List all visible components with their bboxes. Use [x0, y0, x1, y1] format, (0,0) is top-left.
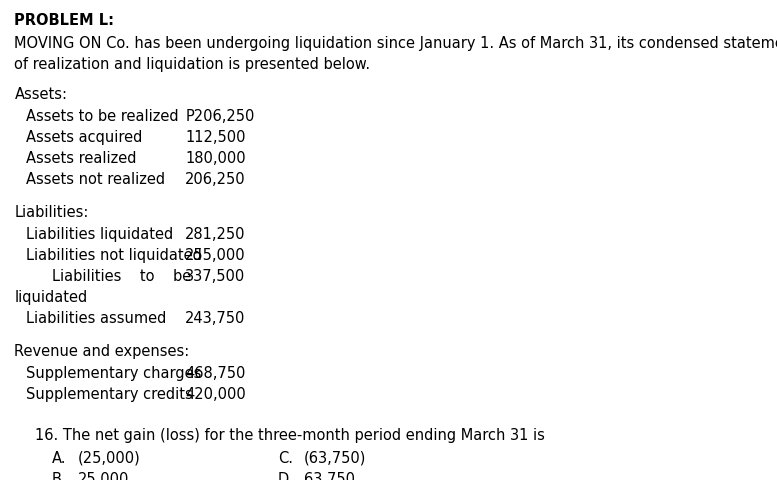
Text: 112,500: 112,500: [186, 130, 246, 144]
Text: Assets not realized: Assets not realized: [26, 172, 166, 187]
Text: (63,750): (63,750): [304, 450, 367, 465]
Text: 16. The net gain (loss) for the three-month period ending March 31 is: 16. The net gain (loss) for the three-mo…: [35, 427, 545, 442]
Text: Liabilities not liquidated: Liabilities not liquidated: [26, 247, 202, 263]
Text: 243,750: 243,750: [186, 311, 246, 326]
Text: 206,250: 206,250: [186, 172, 246, 187]
Text: PROBLEM L:: PROBLEM L:: [15, 12, 114, 27]
Text: 281,250: 281,250: [186, 226, 246, 241]
Text: (25,000): (25,000): [78, 450, 141, 465]
Text: liquidated: liquidated: [15, 289, 88, 305]
Text: 468,750: 468,750: [186, 365, 246, 380]
Text: Supplementary charges: Supplementary charges: [26, 365, 201, 380]
Text: 25,000: 25,000: [78, 471, 130, 480]
Text: Assets acquired: Assets acquired: [26, 130, 142, 144]
Text: 255,000: 255,000: [186, 247, 246, 263]
Text: Revenue and expenses:: Revenue and expenses:: [15, 343, 190, 359]
Text: MOVING ON Co. has been undergoing liquidation since January 1. As of March 31, i: MOVING ON Co. has been undergoing liquid…: [15, 36, 777, 50]
Text: of realization and liquidation is presented below.: of realization and liquidation is presen…: [15, 57, 371, 72]
Text: D.: D.: [278, 471, 294, 480]
Text: Supplementary credits: Supplementary credits: [26, 386, 193, 401]
Text: A.: A.: [52, 450, 67, 465]
Text: C.: C.: [278, 450, 293, 465]
Text: Assets to be realized: Assets to be realized: [26, 108, 179, 123]
Text: 420,000: 420,000: [186, 386, 246, 401]
Text: 63,750: 63,750: [304, 471, 355, 480]
Text: Liabilities:: Liabilities:: [15, 204, 89, 219]
Text: Liabilities liquidated: Liabilities liquidated: [26, 226, 173, 241]
Text: 337,500: 337,500: [186, 268, 246, 284]
Text: 180,000: 180,000: [186, 151, 246, 166]
Text: Assets realized: Assets realized: [26, 151, 137, 166]
Text: Liabilities assumed: Liabilities assumed: [26, 311, 166, 326]
Text: P206,250: P206,250: [186, 108, 255, 123]
Text: B.: B.: [52, 471, 67, 480]
Text: Liabilities    to    be: Liabilities to be: [52, 268, 191, 284]
Text: Assets:: Assets:: [15, 86, 68, 101]
